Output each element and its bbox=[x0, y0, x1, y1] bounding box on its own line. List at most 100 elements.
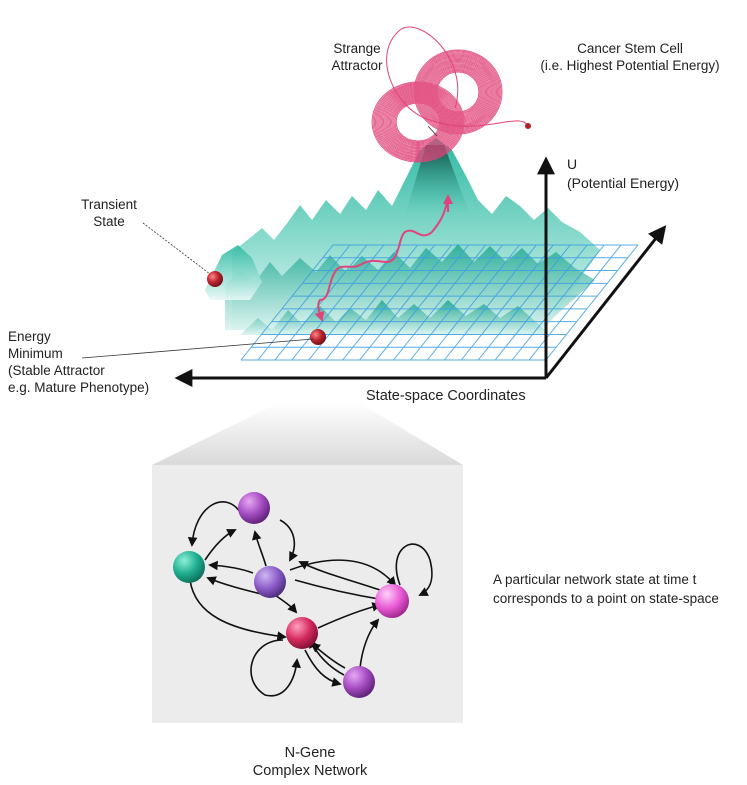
grid-line bbox=[257, 244, 351, 361]
grid-line bbox=[410, 244, 503, 361]
edge bbox=[187, 501, 241, 547]
edge bbox=[250, 639, 302, 697]
cancer-stem-cell-line2: (i.e. Highest Potential Energy) bbox=[540, 58, 720, 73]
transient-state-line2: State bbox=[93, 214, 125, 229]
grid-line bbox=[393, 244, 486, 361]
transient-state-line1: Transient bbox=[81, 197, 137, 212]
edge bbox=[310, 642, 346, 669]
network-nodes bbox=[173, 492, 409, 698]
grid-line bbox=[240, 244, 334, 361]
node-crimson bbox=[286, 617, 318, 649]
attractor-loop bbox=[389, 97, 447, 147]
energy-minimum-label: Energy Minimum (Stable Attractor e.g. Ma… bbox=[8, 328, 149, 396]
grid-line bbox=[426, 244, 520, 361]
grid-line bbox=[359, 244, 453, 361]
attractor-leader-line bbox=[427, 125, 438, 137]
grid-line bbox=[342, 244, 436, 361]
energy-minimum-leader-line bbox=[81, 338, 314, 359]
grid-line bbox=[494, 244, 588, 361]
attractor-loop bbox=[392, 99, 444, 145]
energy-minimum-ball bbox=[310, 329, 326, 345]
grid-line bbox=[528, 244, 622, 361]
network-note-label: A particular network state at time t cor… bbox=[493, 570, 719, 608]
attractor-loop bbox=[424, 60, 492, 124]
edge bbox=[304, 649, 342, 687]
network-panel bbox=[152, 465, 463, 723]
edge bbox=[359, 618, 380, 669]
energy-minimum-line2: Minimum bbox=[8, 346, 63, 361]
attractor-loop bbox=[436, 71, 480, 113]
node-purple-top bbox=[238, 492, 270, 524]
landscape-left-hill bbox=[205, 245, 262, 300]
u-axis-label: U (Potential Energy) bbox=[567, 155, 679, 193]
grid-line bbox=[376, 244, 469, 361]
attractor-loop bbox=[386, 94, 450, 150]
attractor-loop bbox=[434, 69, 482, 115]
strange-attractor-line1: Strange bbox=[333, 41, 381, 56]
attractor-loop bbox=[431, 66, 485, 118]
cancer-stem-cell-point bbox=[525, 123, 531, 129]
grid-line bbox=[325, 244, 419, 361]
attractor-loop bbox=[425, 61, 491, 123]
zoom-funnel bbox=[152, 402, 463, 465]
strange-attractor-label: Strange Attractor bbox=[312, 40, 402, 74]
cancer-stem-cell-line1: Cancer Stem Cell bbox=[577, 41, 683, 56]
node-purple-bottom bbox=[343, 666, 375, 698]
grid-line bbox=[291, 244, 385, 361]
attractor-loop bbox=[427, 63, 489, 121]
axes bbox=[174, 156, 667, 387]
node-teal bbox=[173, 551, 205, 583]
landscape-funnel bbox=[405, 145, 470, 215]
u-axis-line2: (Potential Energy) bbox=[567, 175, 680, 191]
network-title-line1: N-Gene bbox=[284, 745, 336, 761]
transient-leader-line bbox=[142, 222, 211, 275]
grid-line bbox=[443, 244, 537, 361]
node-violet-center bbox=[254, 566, 286, 598]
grid-line bbox=[477, 244, 571, 361]
energy-minimum-line4: e.g. Mature Phenotype) bbox=[8, 380, 150, 395]
edge bbox=[189, 579, 287, 641]
grid-line bbox=[460, 244, 554, 361]
transient-state-ball bbox=[207, 271, 223, 287]
edge bbox=[395, 543, 433, 596]
network-note-line2: corresponds to a point on state-space bbox=[493, 591, 719, 606]
attractor-loop bbox=[433, 68, 483, 116]
u-axis-line1: U bbox=[567, 156, 578, 172]
energy-minimum-line1: Energy bbox=[8, 329, 51, 344]
transient-state-label: Transient State bbox=[64, 196, 154, 230]
attractor-loop bbox=[394, 101, 442, 143]
energy-minimum-line3: (Stable Attractor bbox=[8, 363, 105, 378]
strange-attractor-line2: Attractor bbox=[331, 58, 383, 73]
attractor-loop bbox=[435, 70, 481, 114]
network-title-line2: Complex Network bbox=[252, 763, 368, 779]
attractor-loop bbox=[387, 95, 449, 149]
attractor-loop bbox=[391, 98, 445, 146]
network-title-label: N-Gene Complex Network bbox=[245, 744, 375, 780]
state-space-label: State-space Coordinates bbox=[366, 388, 526, 404]
trajectory bbox=[314, 194, 453, 322]
grid-line bbox=[511, 244, 605, 361]
edge bbox=[252, 530, 267, 567]
attractor-loop bbox=[430, 65, 486, 119]
attractor-loop bbox=[388, 96, 448, 148]
network-note-line1: A particular network state at time t bbox=[493, 572, 697, 587]
axis-diagonal bbox=[544, 225, 667, 379]
attractor-loop bbox=[432, 67, 484, 117]
attractor-outer-orbit bbox=[386, 26, 529, 127]
attractor-loop bbox=[426, 62, 490, 122]
edge bbox=[208, 560, 254, 574]
attractor-loop bbox=[428, 64, 488, 120]
node-pink bbox=[375, 584, 409, 618]
grid-line bbox=[545, 244, 639, 361]
edge bbox=[279, 519, 298, 562]
cancer-stem-cell-label: Cancer Stem Cell (i.e. Highest Potential… bbox=[520, 40, 740, 74]
attractor-loop bbox=[395, 102, 441, 142]
edge bbox=[204, 529, 237, 561]
trajectory-path bbox=[314, 196, 449, 322]
strange-attractor bbox=[371, 26, 531, 163]
attractor-loop bbox=[393, 100, 443, 144]
edge bbox=[298, 561, 381, 591]
edge bbox=[317, 602, 382, 629]
attractor-loop bbox=[385, 93, 451, 151]
